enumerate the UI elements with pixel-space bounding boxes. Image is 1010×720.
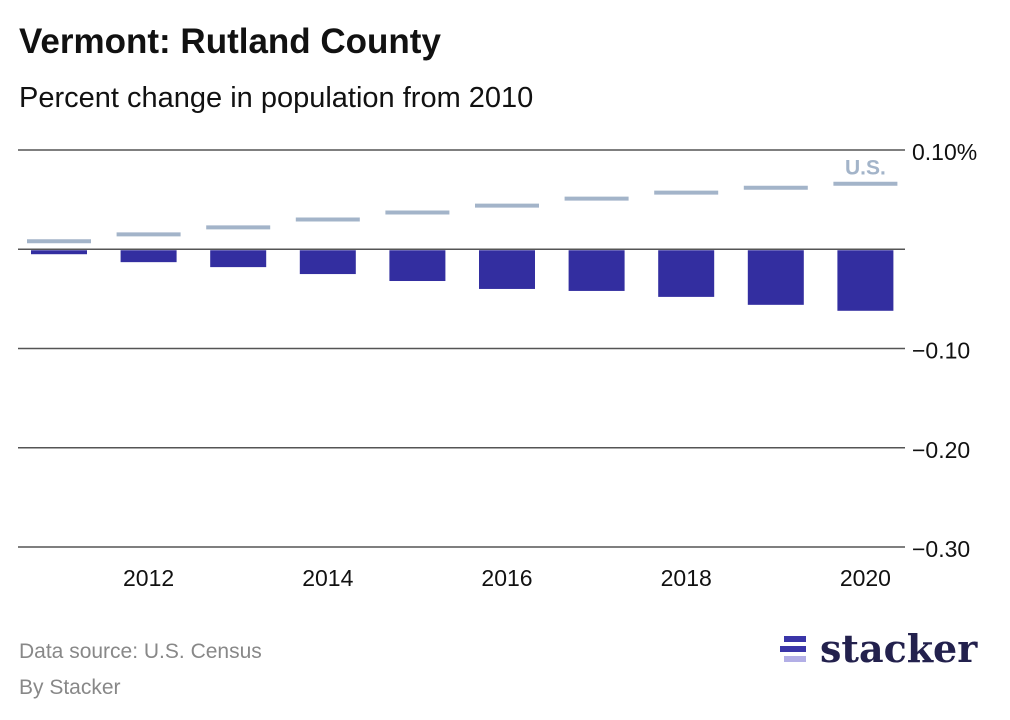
chart-subtitle: Percent change in population from 2010 (19, 82, 534, 114)
bar-2019 (747, 250, 804, 305)
bar-2011 (31, 250, 87, 255)
x-tick-label: 2020 (840, 565, 891, 591)
y-tick-label: −0.10 (912, 338, 970, 364)
y-tick-label: 0.10% (912, 139, 977, 165)
chart-title: Vermont: Rutland County (19, 22, 441, 61)
x-tick-label: 2012 (123, 565, 174, 591)
stacker-logo: stacker (780, 626, 977, 671)
bar-2020 (837, 250, 894, 311)
bar-2017 (568, 250, 625, 291)
bar-2015 (389, 250, 446, 282)
bar-2018 (658, 250, 715, 297)
stacker-logo-icon (780, 635, 806, 662)
bar-2013 (210, 250, 267, 268)
bar-2012 (120, 250, 177, 263)
x-tick-label: 2018 (661, 565, 712, 591)
chart: 0.10% −0.10 −0.20 −0.30 U.S. 2012 2014 2016 2018… (18, 139, 977, 591)
bar-2016 (479, 250, 535, 289)
stacker-logo-text: stacker (820, 626, 978, 671)
y-tick-label: −0.30 (912, 536, 970, 562)
y-tick-label: −0.20 (912, 437, 970, 463)
bar-2014 (299, 250, 356, 275)
byline: By Stacker (19, 676, 121, 699)
x-tick-label: 2016 (481, 565, 532, 591)
us-series-label: U.S. (845, 157, 886, 180)
data-source: Data source: U.S. Census (19, 640, 262, 663)
x-tick-label: 2014 (302, 565, 353, 591)
